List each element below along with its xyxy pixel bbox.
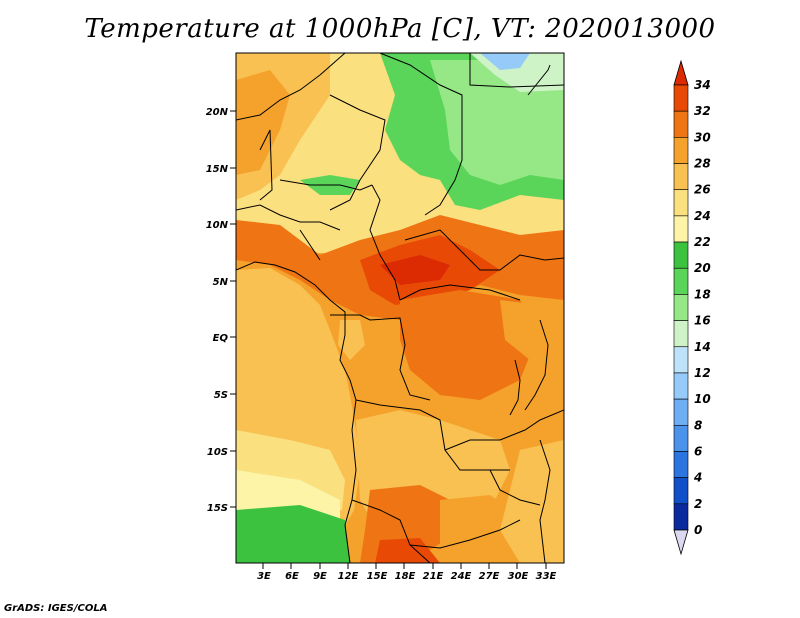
lat-tick-label: 15S xyxy=(207,503,228,514)
colorbar-swatch xyxy=(673,424,689,452)
lat-tick-label: EQ xyxy=(213,333,229,344)
colorbar-label: 12 xyxy=(694,366,711,380)
colorbar-label: 30 xyxy=(694,130,711,144)
colorbar-label: 28 xyxy=(694,157,711,171)
colorbar-swatch xyxy=(673,189,689,217)
lon-tick-label: 27E xyxy=(479,571,500,582)
colorbar-swatch xyxy=(673,346,689,374)
lon-tick-label: 24E xyxy=(451,571,472,582)
lon-tick-label: 15E xyxy=(367,571,388,582)
lon-tick-label: 6E xyxy=(285,571,299,582)
colorbar-label: 4 xyxy=(693,471,702,485)
colorbar-label: 24 xyxy=(694,209,711,223)
colorbar-swatch xyxy=(673,320,689,348)
colorbar-label: 6 xyxy=(694,444,702,458)
lon-tick-label: 12E xyxy=(338,571,359,582)
lon-tick-label: 18E xyxy=(395,571,416,582)
colorbar-swatch xyxy=(673,84,689,112)
colorbar-swatch xyxy=(673,451,689,478)
colorbar-swatch xyxy=(673,215,689,243)
colorbar-label: 2 xyxy=(694,497,702,511)
lat-tick-label: 10S xyxy=(207,447,228,458)
colorbar-swatch xyxy=(673,163,689,191)
colorbar-label: 34 xyxy=(694,78,711,92)
lat-tick-label: 10N xyxy=(206,220,229,231)
colorbar-label: 22 xyxy=(694,235,711,249)
colorbar-label: 32 xyxy=(694,104,711,118)
colorbar-swatch xyxy=(673,503,689,531)
colorbar-swatch xyxy=(673,477,689,505)
colorbar-label: 20 xyxy=(694,261,711,275)
lon-tick-label: 21E xyxy=(423,571,444,582)
map-title: Temperature at 1000hPa [C], VT: 20200130… xyxy=(84,14,716,44)
colorbar-label: 10 xyxy=(694,392,711,406)
credit-text: GrADS: IGES/COLA xyxy=(4,603,108,614)
longitude-axis: 3E 6E 9E 12E 15E 18E 21E 24E 27E 30E 33E xyxy=(257,563,557,582)
lat-tick-label: 20N xyxy=(206,107,229,118)
lat-tick-label: 15N xyxy=(206,164,229,175)
lat-tick-label: 5N xyxy=(213,277,229,288)
map-frame xyxy=(235,52,565,564)
lon-tick-label: 30E xyxy=(508,571,529,582)
colorbar-label: 26 xyxy=(694,183,711,197)
colorbar-swatch xyxy=(673,372,689,400)
colorbar-swatch xyxy=(673,110,689,138)
colorbar-max-triangle xyxy=(673,59,689,86)
colorbar-label: 0 xyxy=(694,523,702,537)
colorbar-swatch xyxy=(673,137,689,164)
lon-tick-label: 9E xyxy=(313,571,327,582)
temperature-field xyxy=(236,53,564,563)
country-borders xyxy=(236,53,564,563)
latitude-axis: 20N 15N 10N 5N EQ 5S 10S 15S xyxy=(206,107,236,514)
lat-tick-label: 5S xyxy=(214,390,228,401)
colorbar-label: 16 xyxy=(694,314,711,328)
lon-tick-label: 33E xyxy=(536,571,557,582)
colorbar-label: 18 xyxy=(694,287,711,301)
colorbar-min-triangle xyxy=(673,529,689,556)
colorbar-swatch xyxy=(673,241,689,269)
colorbar-swatch xyxy=(673,294,689,321)
colorbar-label: 8 xyxy=(694,418,702,432)
colorbar-swatch xyxy=(673,398,689,426)
colorbar-label: 14 xyxy=(694,340,711,354)
colorbar-swatch xyxy=(673,267,689,295)
lon-tick-label: 3E xyxy=(257,571,271,582)
